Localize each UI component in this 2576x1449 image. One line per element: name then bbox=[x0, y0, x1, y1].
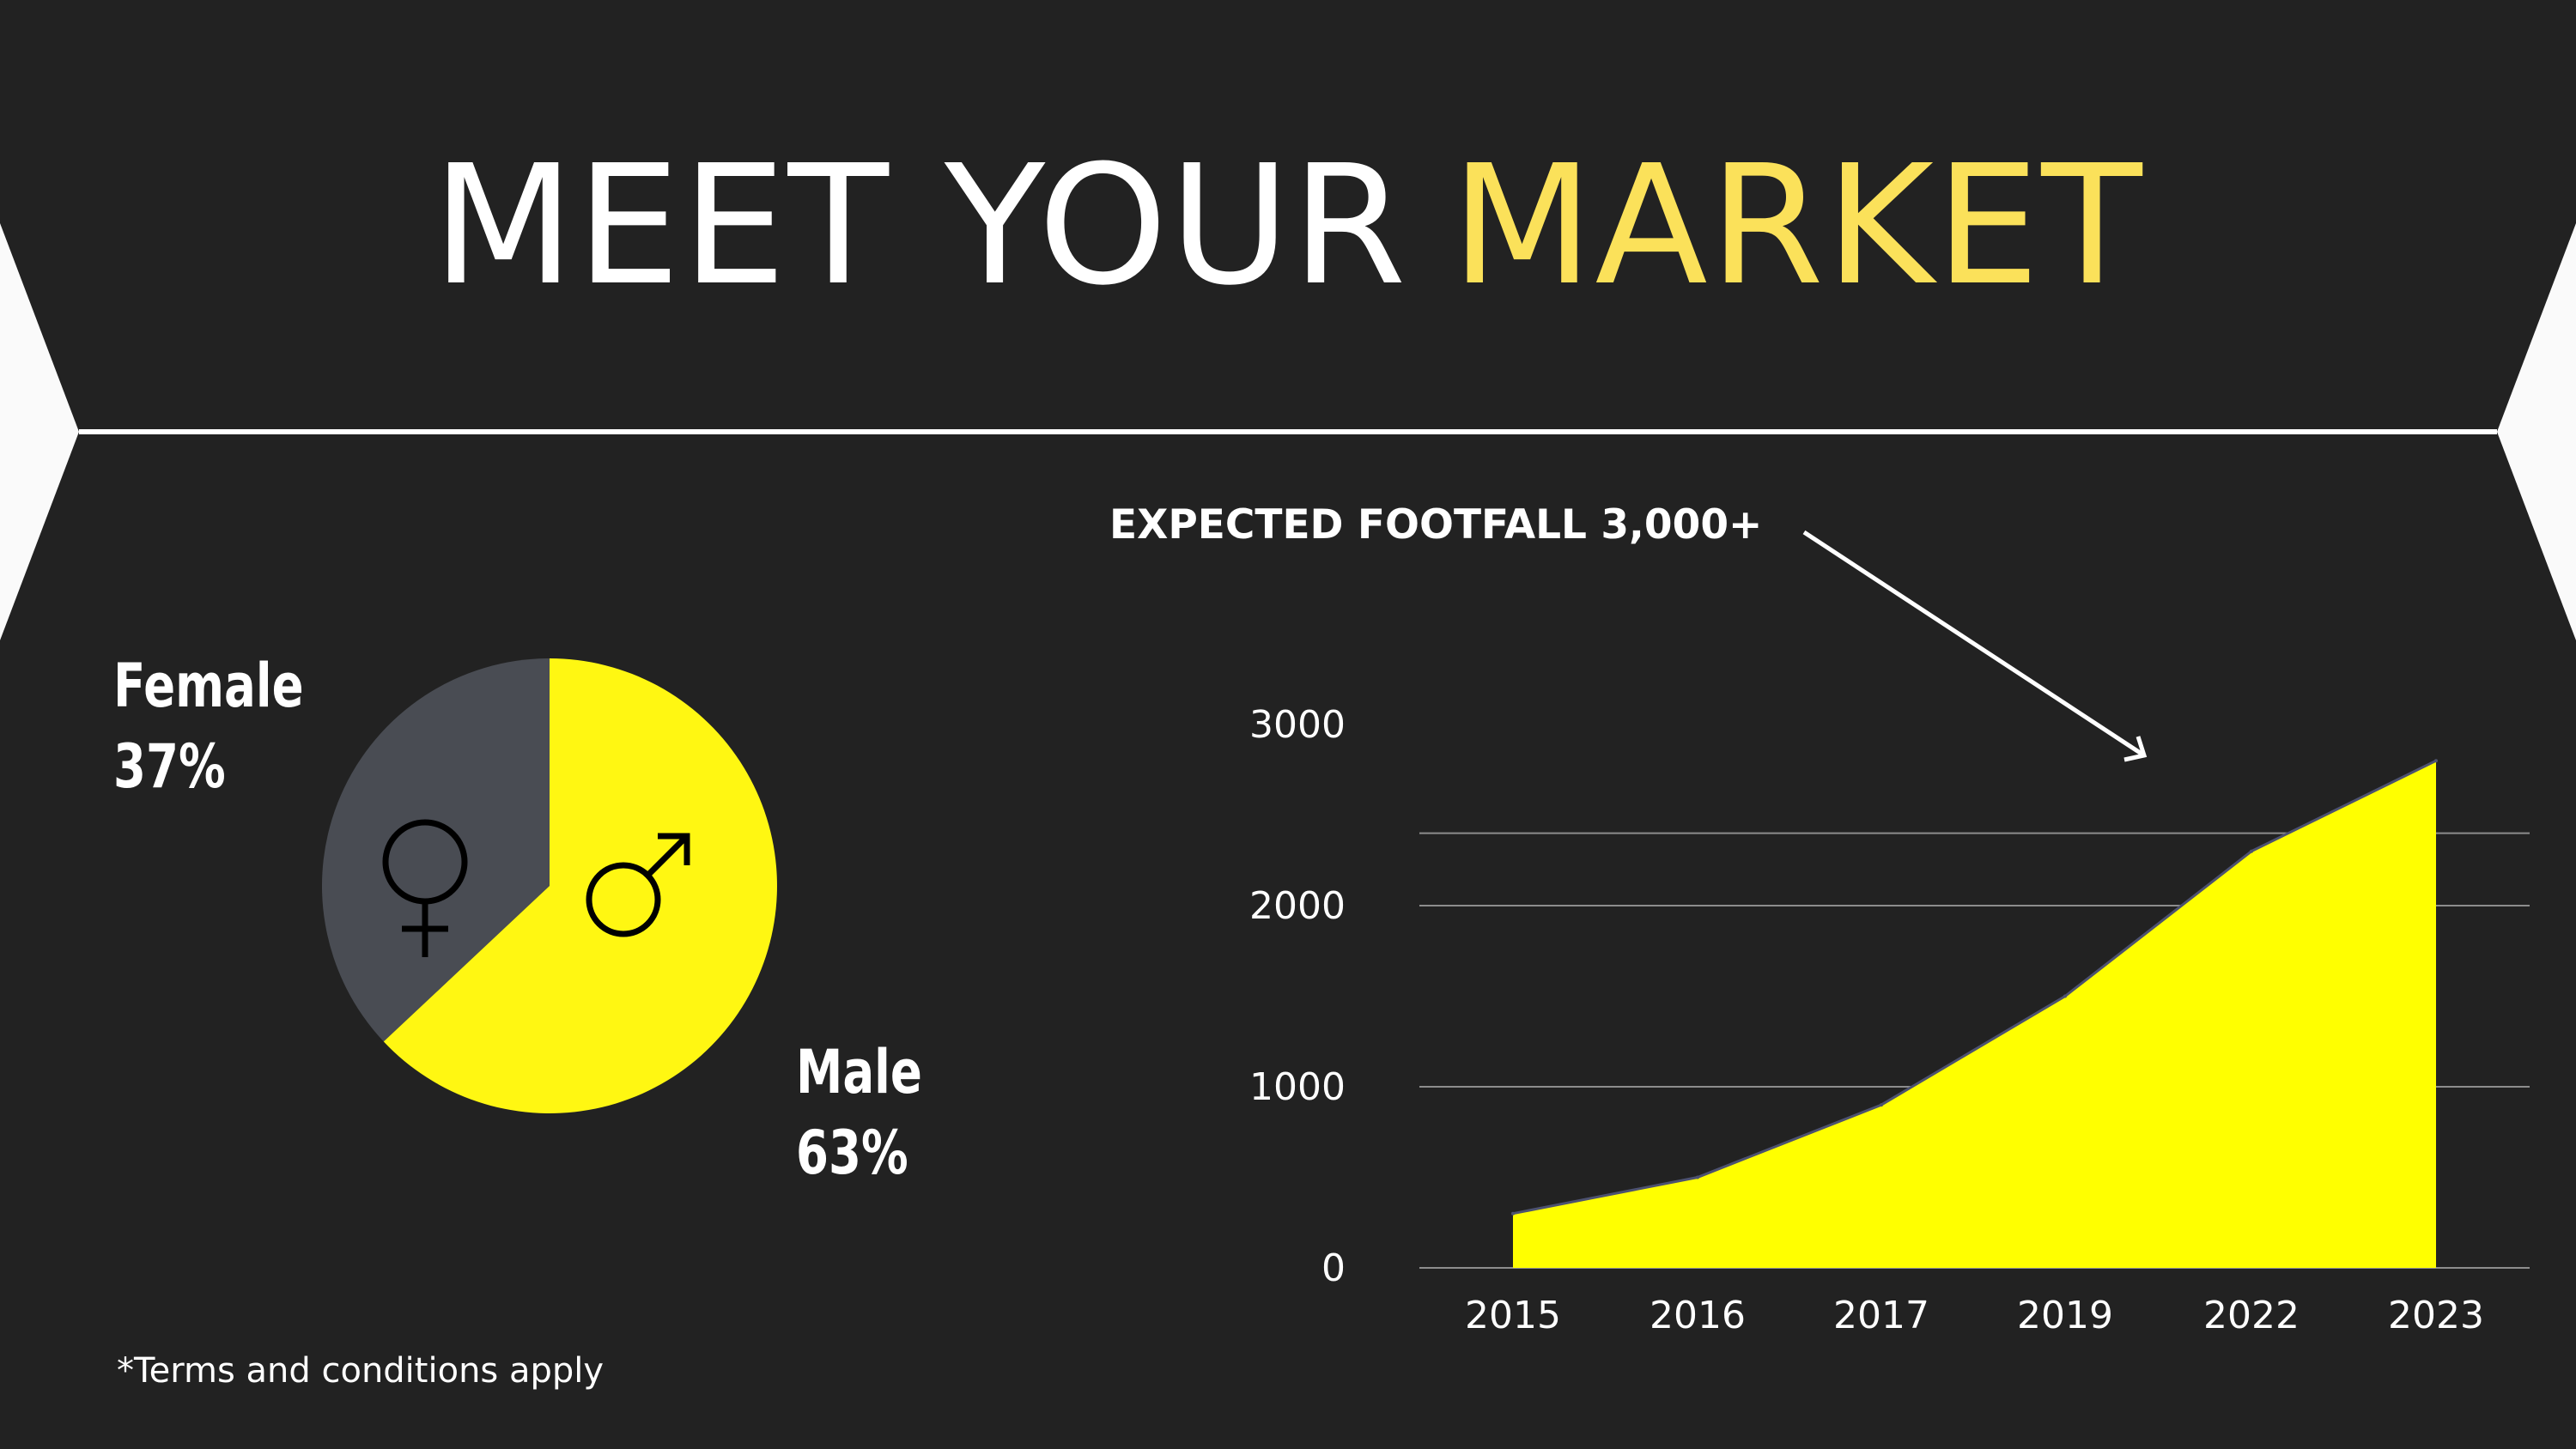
x-tick-label: 2015 bbox=[1465, 1294, 1561, 1337]
annotation-arrow bbox=[1802, 530, 2148, 762]
y-axis-labels: 0 1000 2000 3000 bbox=[1249, 703, 1346, 1290]
female-label-value: 37% bbox=[113, 731, 226, 802]
title-accent: MARKET bbox=[1450, 130, 2144, 322]
left-side-notch bbox=[0, 223, 79, 640]
y-tick-label: 1000 bbox=[1249, 1065, 1346, 1109]
y-tick-label: 2000 bbox=[1249, 884, 1346, 928]
footfall-annotation: EXPECTED FOOTFALL 3,000+ bbox=[1109, 501, 1763, 549]
footfall-line bbox=[1512, 759, 2437, 1216]
x-axis-labels: 2015 2016 2017 2019 2022 2023 bbox=[1465, 1294, 2484, 1337]
data-point bbox=[2434, 759, 2438, 763]
x-tick-label: 2022 bbox=[2203, 1294, 2300, 1337]
male-label-name: Male bbox=[796, 1037, 922, 1107]
terms-footnote: *Terms and conditions apply bbox=[117, 1351, 605, 1391]
x-tick-label: 2023 bbox=[2388, 1294, 2484, 1337]
male-symbol-icon bbox=[586, 833, 690, 937]
male-label: Male 63% bbox=[796, 1032, 922, 1193]
y-tick-label: 0 bbox=[1321, 1246, 1346, 1290]
data-point bbox=[1696, 1175, 1699, 1179]
data-point bbox=[2250, 849, 2253, 853]
x-tick-label: 2017 bbox=[1833, 1294, 1929, 1337]
x-tick-label: 2016 bbox=[1649, 1294, 1746, 1337]
data-point bbox=[2063, 994, 2067, 998]
female-label: Female 37% bbox=[113, 646, 304, 807]
footfall-area bbox=[1513, 761, 2436, 1268]
pie-slice-male bbox=[383, 658, 777, 1113]
right-side-notch bbox=[2497, 223, 2576, 640]
y-tick-label: 3000 bbox=[1249, 703, 1346, 747]
female-label-name: Female bbox=[113, 651, 304, 721]
page-title: MEET YOUR MARKET bbox=[0, 144, 2576, 309]
pie-slice-female bbox=[321, 658, 550, 1042]
female-symbol-icon bbox=[382, 819, 468, 957]
x-tick-label: 2019 bbox=[2017, 1294, 2113, 1337]
title-main: MEET YOUR bbox=[432, 130, 1408, 322]
data-point bbox=[1511, 1211, 1515, 1216]
male-label-value: 63% bbox=[796, 1118, 908, 1188]
data-point bbox=[1880, 1103, 1883, 1107]
